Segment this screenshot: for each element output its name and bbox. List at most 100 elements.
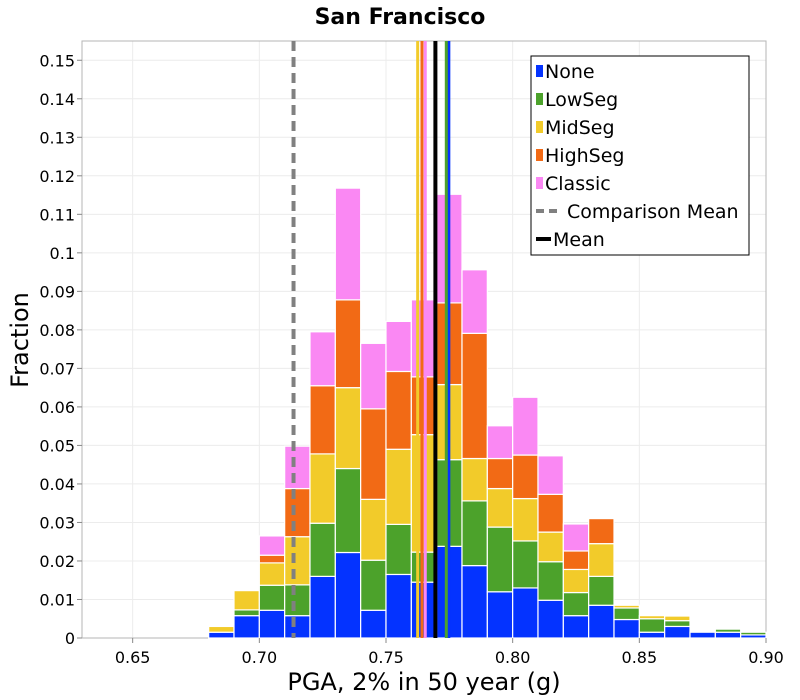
x-tick-label: 0.70 [242,648,278,667]
bar-classic-2 [258,535,286,556]
bar-none-7 [385,573,412,639]
bar-none-1 [233,615,260,639]
bar-classic-4 [309,331,336,387]
bar-stack-group [208,187,767,639]
bar-lowseg-10 [461,500,488,567]
x-axis-ticks: 0.65 0.70 0.75 0.80 0.85 0.90 [115,638,784,667]
bar-none-15 [588,604,615,639]
bar-highseg-10 [461,332,488,460]
y-axis-label: Fraction [6,292,34,388]
bar-none-0 [208,631,235,639]
bar-none-14 [562,615,590,639]
y-tick-label: 0.05 [39,436,75,455]
x-tick-label: 0.65 [115,648,151,667]
bar-lowseg-7 [385,523,412,576]
x-tick-label: 0.90 [748,648,784,667]
bar-lowseg-11 [486,526,514,593]
bar-lowseg-17 [638,618,666,633]
y-tick-label: 0.01 [39,590,75,609]
bar-midseg-12 [512,497,539,542]
bar-midseg-1 [233,590,260,611]
bar-lowseg-13 [537,561,564,601]
bar-midseg-18 [664,615,691,622]
bar-highseg-12 [512,454,539,500]
bar-classic-7 [385,320,412,373]
bar-none-4 [309,575,336,639]
bar-none-5 [334,551,362,639]
legend-label-midseg: MidSeg [545,117,615,139]
legend-label-none: None [545,61,595,83]
legend-swatch-lowseg [536,93,543,105]
bar-highseg-13 [537,493,564,533]
legend-swatch-classic [536,177,543,189]
legend-label-comparison-mean: Comparison Mean [567,201,739,223]
legend-swatch-highseg [536,149,543,161]
bar-lowseg-18 [664,620,691,628]
bar-lowseg-15 [588,575,615,606]
bar-classic-10 [461,269,488,334]
bar-highseg-6 [360,408,387,500]
y-tick-label: 0.04 [39,475,75,494]
legend-swatch-none [536,65,543,77]
bar-none-12 [512,587,539,639]
x-axis-label: PGA, 2% in 50 year (g) [287,668,560,696]
x-tick-label: 0.75 [368,648,404,667]
bar-midseg-3 [284,536,311,586]
bar-lowseg-2 [258,584,286,611]
bar-none-19 [689,631,716,639]
bar-classic-12 [512,396,539,456]
bar-highseg-4 [309,385,336,455]
x-tick-label: 0.80 [495,648,531,667]
bar-highseg-7 [385,370,412,450]
bar-midseg-15 [588,543,615,577]
bar-none-10 [461,564,488,639]
bar-midseg-4 [309,453,336,524]
bar-classic-3 [284,445,311,490]
bar-classic-14 [562,523,590,552]
bar-none-17 [638,631,666,639]
bar-lowseg-4 [309,522,336,577]
bar-midseg-10 [461,457,488,502]
legend-label-highseg: HighSeg [545,145,624,167]
legend-label-mean: Mean [553,229,605,251]
y-tick-label: 0.15 [39,51,75,70]
y-tick-label: 0.07 [39,359,75,378]
bar-lowseg-20 [714,628,742,633]
bar-lowseg-3 [284,584,311,617]
y-tick-label: 0.06 [39,398,75,417]
bar-midseg-0 [208,625,235,633]
x-tick-label: 0.85 [622,648,658,667]
bar-highseg-5 [334,299,362,389]
bar-highseg-15 [588,517,615,545]
bar-lowseg-1 [233,609,260,617]
bar-highseg-14 [562,550,590,571]
y-tick-label: 0.14 [39,90,75,109]
y-tick-label: 0.09 [39,282,75,301]
legend: None LowSeg MidSeg HighSeg Classic Comparison… [530,55,750,256]
legend-box [530,55,750,256]
bar-midseg-2 [258,562,286,586]
y-tick-label: 0.1 [50,244,75,263]
bar-none-13 [537,599,564,639]
legend-swatch-midseg [536,121,543,133]
bar-none-6 [360,609,387,639]
bar-classic-11 [486,425,514,460]
bar-highseg-3 [284,487,311,538]
bar-midseg-11 [486,487,514,528]
legend-label-classic: Classic [545,173,611,195]
bar-lowseg-16 [613,607,640,621]
y-tick-label: 0.08 [39,321,75,340]
bar-none-16 [613,618,640,639]
y-tick-label: 0.11 [39,205,75,224]
bar-lowseg-6 [360,559,387,611]
bar-midseg-7 [385,448,412,525]
bar-highseg-11 [486,457,514,490]
bar-none-18 [664,625,691,639]
bar-midseg-13 [537,531,564,563]
y-tick-label: 0.02 [39,552,75,571]
bar-classic-6 [360,342,387,410]
bar-none-20 [714,631,742,639]
bar-lowseg-21 [740,631,767,636]
bar-lowseg-5 [334,467,362,554]
